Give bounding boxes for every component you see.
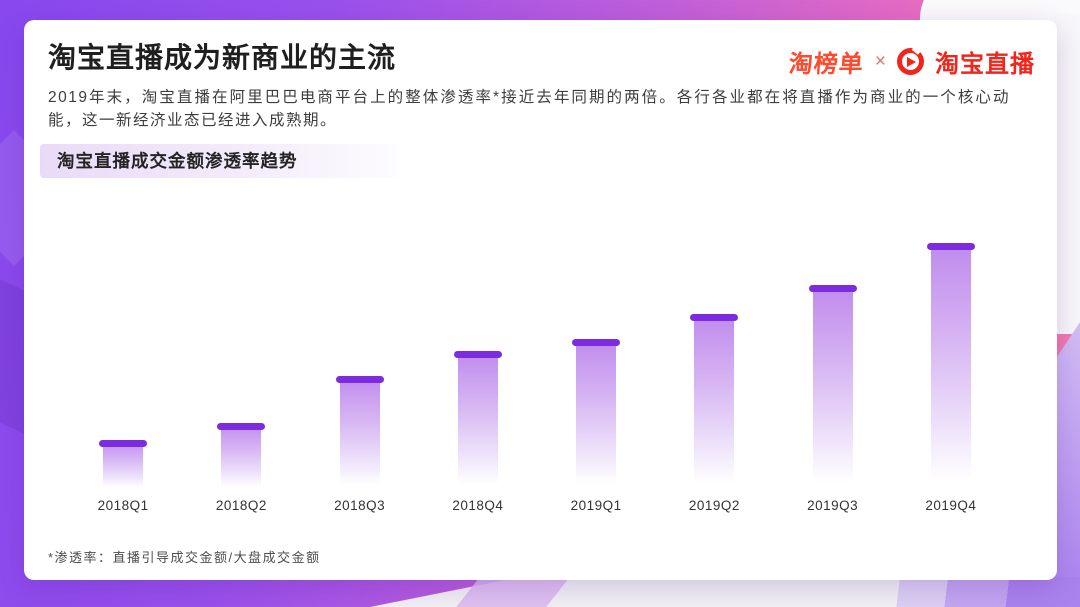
- bar-cap: [335, 376, 384, 383]
- bar: [453, 351, 502, 489]
- slide-description: 2019年末，淘宝直播在阿里巴巴电商平台上的整体渗透率*接近去年同期的两倍。各行…: [48, 89, 1010, 130]
- bar-column: 2019Q3: [774, 243, 892, 513]
- bar-area: [99, 243, 148, 489]
- logo-separator: ×: [874, 50, 886, 72]
- bar-column: 2018Q4: [419, 243, 537, 513]
- bar-cap: [808, 285, 857, 292]
- bar-area: [217, 243, 266, 489]
- bar-label: 2018Q3: [334, 498, 386, 513]
- footnote: *渗透率：直播引导成交金额/大盘成交金额: [48, 550, 321, 565]
- bar-column: 2019Q1: [537, 243, 655, 513]
- bar-label: 2019Q2: [688, 498, 740, 513]
- bar-label: 2019Q4: [925, 498, 977, 513]
- bar-label: 2018Q4: [452, 498, 504, 513]
- slide-card: 淘宝直播成为新商业的主流 淘榜单 × 淘宝直播 2019年末，淘宝直播在阿里巴巴…: [24, 20, 1057, 580]
- bar-area: [690, 243, 739, 489]
- bar-cap: [453, 351, 502, 358]
- bar-area: [453, 243, 502, 489]
- background-corner-stripes: [865, 577, 1080, 607]
- bar: [217, 423, 266, 489]
- bar-area: [926, 243, 975, 489]
- background-right-light-panel: [1054, 14, 1080, 334]
- bar-cap: [572, 339, 621, 346]
- taobao-live-logo: 淘宝直播: [935, 51, 1035, 78]
- bar-column: 2019Q4: [892, 243, 1010, 513]
- bar-area: [572, 243, 621, 489]
- bar: [572, 339, 621, 489]
- chart-title-badge: 淘宝直播成交金额渗透率趋势: [40, 144, 400, 178]
- brand-logos: 淘榜单 × 淘宝直播: [787, 44, 1035, 79]
- taobao-live-play-icon: [897, 48, 924, 75]
- bar-column: 2019Q2: [655, 243, 773, 513]
- bar: [690, 314, 739, 489]
- bar-chart: 2018Q1 2018Q2 2018Q3 2018Q4 2019Q1 2019Q2 2019…: [64, 243, 1010, 513]
- bar-column: 2018Q1: [64, 243, 182, 513]
- bar-area: [335, 243, 384, 489]
- bar: [99, 440, 148, 489]
- bar-label: 2019Q3: [807, 498, 859, 513]
- bar: [335, 376, 384, 489]
- bar: [808, 285, 857, 489]
- bar-area: [808, 243, 857, 489]
- bar: [926, 243, 975, 489]
- bar-label: 2019Q1: [570, 498, 622, 513]
- page-title: 淘宝直播成为新商业的主流: [48, 42, 397, 73]
- bar-label: 2018Q1: [97, 498, 149, 513]
- bar-column: 2018Q3: [301, 243, 419, 513]
- bar-column: 2018Q2: [182, 243, 300, 513]
- bar-cap: [217, 423, 266, 430]
- bar-cap: [690, 314, 739, 321]
- taobangdan-logo: 淘榜单: [787, 51, 865, 78]
- bar-label: 2018Q2: [215, 498, 267, 513]
- bar-cap: [99, 440, 148, 447]
- bar-cap: [926, 243, 975, 250]
